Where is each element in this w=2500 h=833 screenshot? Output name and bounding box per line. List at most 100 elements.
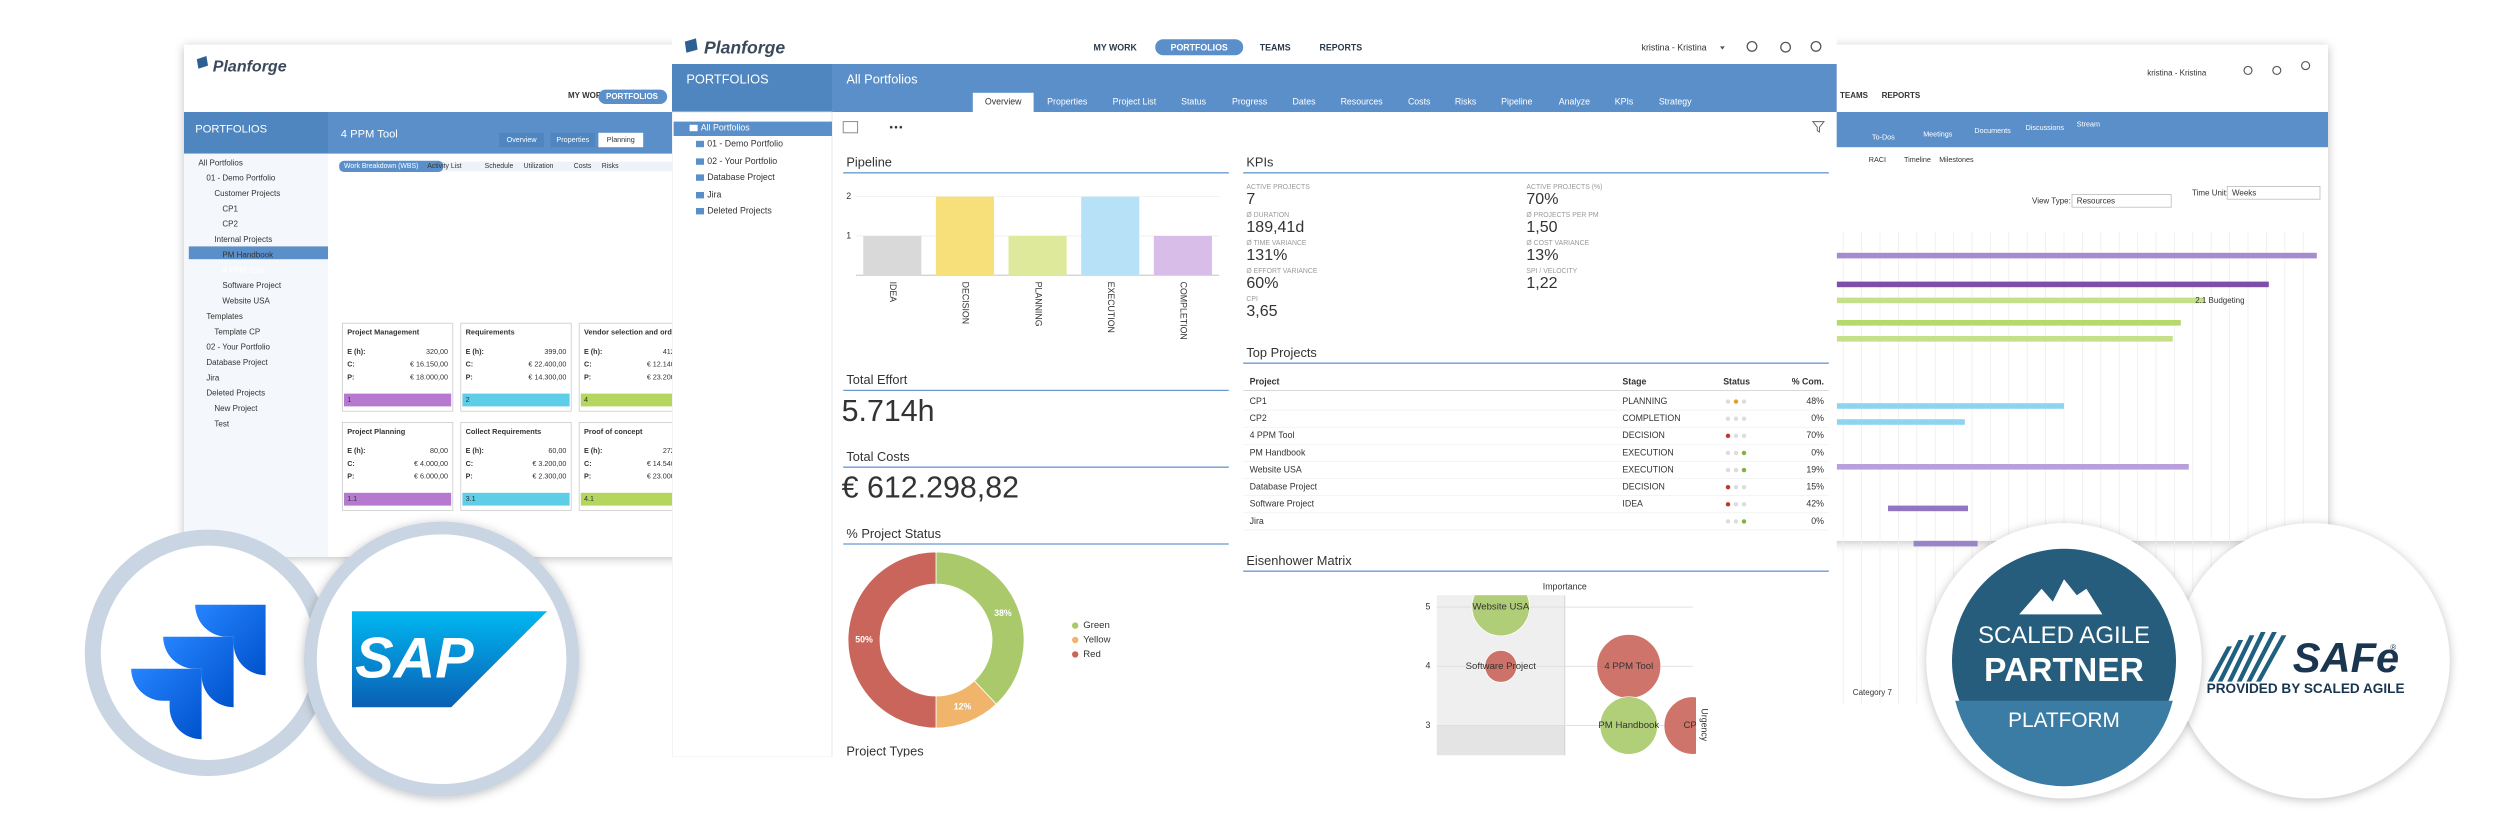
card-label: P: [584,373,591,382]
card-number: 1 [347,395,351,404]
tab[interactable]: Costs [1408,97,1431,107]
column-header: Stage [1622,377,1646,387]
nav-item[interactable]: PORTFOLIOS [606,92,659,101]
nav-item[interactable]: REPORTS [1320,42,1363,52]
subtab[interactable]: Work Breakdown (WBS) [344,163,418,170]
nav-item[interactable]: TEAMS [1840,91,1869,100]
card-strip [580,492,688,506]
tree-item[interactable]: Database Project [206,358,268,367]
card-title: Collect Requirements [466,427,542,436]
tree-item[interactable]: Jira [206,373,219,382]
logos: SAP ® SAFe ® PROVIDED BY SCALED AGILE SC… [84,521,2450,799]
tab[interactable]: Stream [2077,120,2100,129]
subtab[interactable]: Activity List [427,163,461,170]
tree-item[interactable]: 01 - Demo Portfolio [206,174,275,183]
tree-item[interactable]: Database Project [707,172,775,182]
tree-item[interactable]: Deleted Projects [206,389,265,398]
card-label: E (h): [584,347,602,356]
tab[interactable]: Properties [556,135,589,144]
tab[interactable]: Overview [985,97,1022,107]
search-icon[interactable] [2243,65,2253,75]
kpi-label: ACTIVE PROJECTS (%) [1526,184,1602,191]
view-type-value[interactable]: Resources [2077,197,2115,206]
tab[interactable]: Discussions [2026,123,2065,132]
subtab[interactable]: RACI [1869,155,1886,164]
search-icon[interactable] [1746,40,1758,52]
status-dot [1741,433,1747,439]
tree-item[interactable]: PM Handbook [222,250,274,259]
more-icon[interactable] [889,125,903,129]
project-stage: DECISION [1622,482,1665,492]
tree-item[interactable]: 02 - Your Portfolio [707,156,777,166]
tab[interactable]: Overview [507,135,538,144]
status-dot [1741,399,1747,404]
tab[interactable]: Status [1181,97,1207,107]
tree-item[interactable]: Internal Projects [214,235,272,244]
tree-item[interactable]: All Portfolios [701,122,750,132]
tree-item[interactable]: Template CP [214,327,260,336]
subtab[interactable]: Milestones [1939,155,1974,164]
tree-icon [696,158,704,165]
tree-item[interactable]: All Portfolios [198,158,242,167]
user-menu[interactable]: kristina - Kristina [2147,69,2207,78]
tree-item[interactable]: 01 - Demo Portfolio [707,138,783,148]
project-stage: EXECUTION [1622,464,1673,474]
zoom-icon[interactable] [1810,40,1822,52]
card-value: 399,00 [544,347,566,356]
subtab[interactable]: Schedule [485,163,514,170]
tab[interactable]: Risks [1455,97,1477,107]
kpi-label: CPI [1246,296,1258,303]
subtab[interactable]: Timeline [1904,155,1931,164]
project-complete: 19% [1806,464,1824,474]
tree-item[interactable]: Templates [206,312,242,321]
project-stage: IDEA [1622,499,1643,509]
panel-title: Project Types [846,743,923,758]
tab[interactable]: Strategy [1659,97,1692,107]
nav-item[interactable]: MY WORK [568,91,608,100]
tree-item[interactable]: Jira [707,190,721,200]
tab[interactable]: Pipeline [1501,97,1532,107]
tree-item[interactable]: Test [214,419,229,428]
subtab[interactable]: Risks [602,163,619,170]
user-menu[interactable]: kristina - Kristina [1642,42,1707,52]
gantt-bar [1836,336,2173,342]
tree-item[interactable]: Software Project [222,281,281,290]
tree-item[interactable]: CP1 [222,204,238,213]
zoom-icon[interactable] [2301,61,2311,71]
nav-item[interactable]: TEAMS [1260,42,1291,52]
print-icon[interactable] [842,121,859,134]
tab[interactable]: Progress [1232,97,1268,107]
tree-item[interactable]: New Project [214,404,258,413]
tab[interactable]: KPIs [1615,97,1634,107]
tree-item[interactable]: 02 - Your Portfolio [206,343,270,352]
legend-swatch [1072,622,1079,629]
tree-item[interactable]: Website USA [222,297,270,306]
nav-item[interactable]: MY WORK [1094,42,1138,52]
card-value: € 6.000,00 [414,472,448,481]
tab[interactable]: Documents [1974,126,2011,135]
filter-icon[interactable] [1811,121,1825,133]
time-unit-value[interactable]: Weeks [2232,189,2256,198]
partner-line: PLATFORM [2008,709,2120,732]
tab[interactable]: Meetings [1923,129,1953,138]
time-unit-select[interactable] [2226,186,2321,200]
tab[interactable]: Planning [607,135,635,144]
tree-item[interactable]: CP2 [222,220,238,229]
tab[interactable]: Properties [1047,97,1088,107]
subtab[interactable]: Costs [574,163,592,170]
tab[interactable]: Project List [1113,97,1157,107]
tab[interactable]: Dates [1293,97,1317,107]
help-icon[interactable] [1780,41,1792,53]
tree-item[interactable]: Deleted Projects [707,206,772,216]
view-type-select[interactable] [2071,194,2172,208]
tab[interactable]: Resources [1341,97,1384,107]
help-icon[interactable] [2272,65,2282,75]
subtab[interactable]: Utilization [524,163,554,170]
panel-title: % Project Status [846,526,941,541]
tab[interactable]: To-Dos [1872,133,1895,142]
tab[interactable]: Analyze [1559,97,1590,107]
tree-item[interactable]: 4 PPM Tool [222,266,263,275]
tree-item[interactable]: Customer Projects [214,189,280,198]
nav-item[interactable]: PORTFOLIOS [1171,42,1228,52]
nav-item[interactable]: REPORTS [1882,91,1921,100]
